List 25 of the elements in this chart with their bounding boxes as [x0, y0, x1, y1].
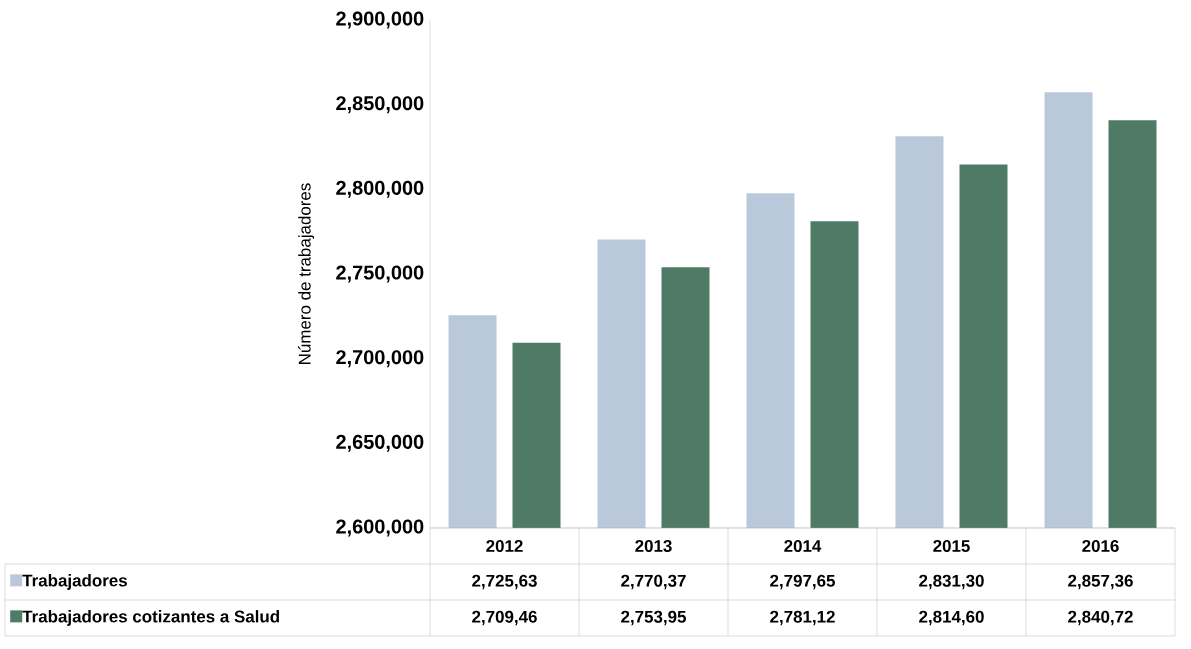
data-label: 2,840,72	[1068, 610, 1133, 626]
y-tick-label: 2,750,000	[336, 265, 424, 283]
y-tick-label: 2,800,000	[336, 180, 424, 198]
y-tick-label: 2,850,000	[336, 96, 424, 114]
data-label: 2,831,30	[919, 574, 984, 590]
data-label: 2,725,63	[472, 574, 537, 590]
y-axis-title: Número de trabajadores	[298, 183, 315, 364]
x-tick-label: 2014	[784, 539, 822, 552]
y-tick-label: 2,600,000	[336, 519, 424, 537]
data-label: 2,770,37	[621, 574, 686, 590]
x-tick-label: 2012	[486, 539, 523, 552]
data-label: 2,857,36	[1068, 574, 1133, 590]
data-label: 2,814,60	[919, 610, 984, 626]
data-label: 2,781,12	[770, 610, 835, 626]
data-label: 2,797,65	[770, 574, 835, 590]
legend-label: Trabajadores cotizantes a Salud	[22, 610, 279, 626]
y-tick-label: 2,900,000	[336, 11, 424, 29]
x-tick-label: 2013	[635, 539, 672, 552]
y-tick-label: 2,700,000	[336, 350, 424, 368]
x-tick-label: 2015	[933, 539, 970, 552]
y-tick-label: 2,650,000	[336, 434, 424, 452]
data-label: 2,753,95	[621, 610, 686, 626]
legend-label: Trabajadores	[22, 574, 127, 590]
x-tick-label: 2016	[1082, 539, 1119, 552]
data-label: 2,709,46	[472, 610, 537, 626]
